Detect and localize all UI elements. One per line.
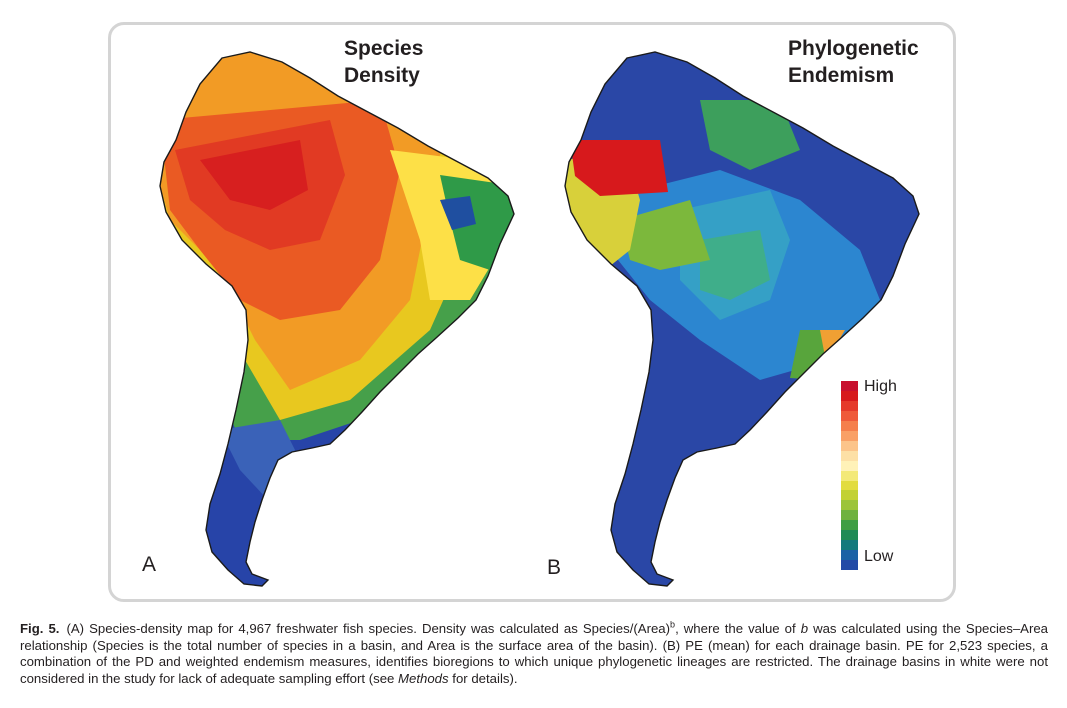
legend-swatch: [841, 460, 858, 471]
legend-swatch: [841, 410, 858, 421]
map-b-phylogenetic-endemism: [564, 51, 920, 587]
legend-swatch: [841, 510, 858, 521]
legend-swatch: [841, 500, 858, 511]
map-a-species-density: [159, 51, 515, 587]
legend-swatch: [841, 560, 858, 571]
legend-swatch: [841, 390, 858, 401]
legend-swatch: [841, 480, 858, 491]
legend-swatch: [841, 520, 858, 531]
legend-swatch: [841, 440, 858, 451]
caption-superscript: b: [670, 619, 676, 630]
panel-b-title-line1: Phylogenetic: [788, 37, 919, 60]
caption-text-part3: was calculated using the Species–Area re…: [20, 621, 1049, 686]
panel-b-letter: B: [547, 556, 562, 579]
legend-swatch: [841, 420, 858, 431]
legend-swatch: [841, 381, 858, 391]
legend-swatch: [841, 550, 858, 561]
legend-swatch: [841, 490, 858, 501]
panel-a-title-line2: Density: [344, 64, 420, 87]
figure-caption: Fig. 5. (A) Species-density map for 4,967…: [20, 619, 1049, 687]
legend-swatch: [841, 540, 858, 551]
legend-swatch: [841, 470, 858, 481]
panel-a-title-line1: Species: [344, 37, 424, 60]
caption-text-part2: , where the value of: [675, 621, 801, 636]
panel-b-title-line2: Endemism: [788, 64, 895, 87]
legend-swatch: [841, 450, 858, 461]
legend-low-label: Low: [864, 548, 894, 565]
caption-italic-b: b: [800, 621, 809, 636]
legend-swatch: [841, 530, 858, 541]
caption-italic-methods: Methods: [398, 670, 449, 686]
legend-swatch: [841, 400, 858, 411]
legend-swatch: [841, 430, 858, 441]
panel-a-title: Species Density: [344, 35, 423, 89]
caption-text-part1: (A) Species-density map for 4,967 freshw…: [66, 621, 671, 636]
caption-text-part4: for details).: [448, 670, 518, 686]
panel-a-letter: A: [142, 553, 157, 576]
legend-color-bar: [841, 381, 858, 571]
caption-label: Fig. 5.: [20, 621, 60, 636]
legend-high-label: High: [864, 378, 897, 395]
panel-b-title: Phylogenetic Endemism: [788, 35, 919, 89]
